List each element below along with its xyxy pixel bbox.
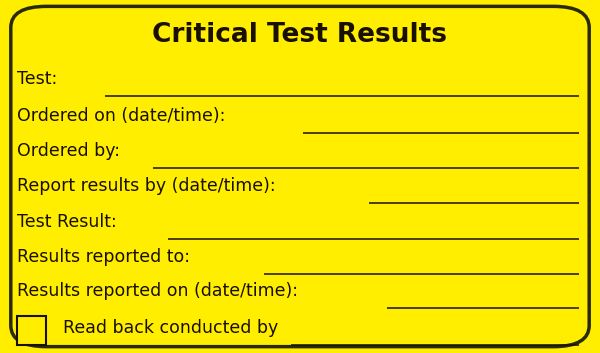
Text: Results reported on (date/time):: Results reported on (date/time): [17,282,298,300]
Text: Test Result:: Test Result: [17,213,116,231]
Text: Critical Test Results: Critical Test Results [152,22,448,48]
Text: Ordered on (date/time):: Ordered on (date/time): [17,107,225,125]
Text: Results reported to:: Results reported to: [17,248,190,266]
Text: Test:: Test: [17,71,57,88]
Bar [17,316,46,345]
Text: Ordered by:: Ordered by: [17,142,120,160]
Text: Report results by (date/time):: Report results by (date/time): [17,178,275,195]
Text: Read back conducted by: Read back conducted by [63,319,278,336]
FancyBboxPatch shape [11,6,589,347]
